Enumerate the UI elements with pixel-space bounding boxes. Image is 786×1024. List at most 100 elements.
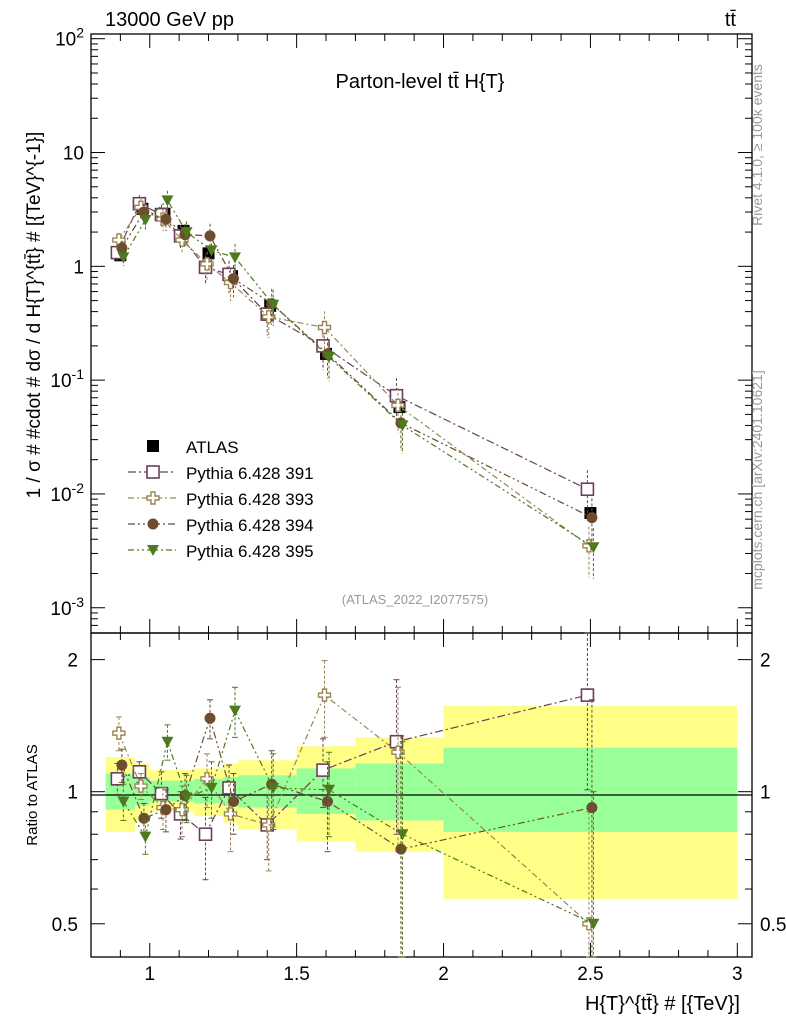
ratio-tick-label-left: 0.5 [52, 915, 78, 936]
legend-marker [146, 465, 160, 479]
ratio-data-point [317, 688, 332, 702]
ratio-data-point [262, 818, 276, 832]
main-data-point [139, 215, 152, 227]
rivet-label: Rivet 4.1.0, ≥ 100k events [749, 64, 765, 226]
ratio-series-line [117, 694, 588, 836]
ratio-data-point [110, 772, 125, 786]
legend-label-atlas: ATLAS [186, 438, 239, 457]
legend: ATLAS Pythia 6.428 391 Pythia 6.428 393 Pyt… [128, 438, 314, 561]
ratio-tick-label-right: 1 [760, 783, 771, 804]
main-series-line [122, 199, 594, 548]
ratio-series-line [121, 716, 593, 850]
main-data-point [205, 245, 218, 257]
legend-label: Pythia 6.428 395 [186, 542, 314, 561]
main-data-point [200, 257, 214, 271]
ratio-data-point [138, 812, 150, 824]
analysis-tag: (ATLAS_2022_I2077575) [342, 592, 488, 607]
ratio-data-point [161, 736, 174, 748]
ratio-data-point [228, 795, 240, 807]
legend-label: Pythia 6.428 391 [186, 464, 314, 483]
ratio-data-point [223, 807, 238, 821]
x-tick-label: 3 [732, 964, 743, 985]
y-tick-label: 10-2 [50, 480, 84, 506]
main-data-point [262, 310, 276, 324]
ratio-data-point [175, 802, 189, 817]
legend-marker [147, 518, 159, 530]
ratio-data-point [112, 726, 126, 740]
x-axis-label: H{T}^{tt̄} # [{TeV}] [585, 993, 740, 1015]
ratio-data-point [198, 827, 213, 842]
ratio-data-point [229, 705, 242, 717]
main-data-point [228, 273, 240, 285]
ratio-axis-label: Ratio to ATLAS [24, 744, 41, 845]
x-tick-label: 1 [144, 964, 155, 985]
x-tick-label: 2.5 [577, 964, 603, 985]
main-data-point [160, 213, 172, 225]
main-data-point [586, 512, 598, 524]
main-data-point [117, 252, 130, 264]
main-data-point [317, 320, 332, 335]
ratio-data-point [267, 782, 280, 794]
main-series-line [116, 202, 588, 490]
y-tick-label: 10-3 [50, 594, 84, 620]
plot-title: Parton-level tt̄ H{T} [336, 71, 505, 93]
main-data-point [267, 299, 280, 311]
ratio-data-point [323, 784, 336, 796]
series-3 [116, 203, 598, 958]
axes-ticks: 1 1.5 2 2.5 3 10-3 10-2 10-1 1 10 102 0.5 0.5 1 1 2 2 [50, 25, 786, 985]
ratio-data-point [116, 759, 128, 771]
ratio-data-point [587, 918, 600, 930]
main-data-point [396, 420, 409, 432]
header-right: tt̄ [725, 9, 737, 31]
ratio-data-point [139, 831, 152, 843]
legend-marker [147, 545, 159, 556]
ratio-data-point [395, 843, 407, 855]
ratio-data-point [322, 795, 334, 807]
ratio-tick-label-left: 2 [67, 651, 78, 672]
main-data-point [138, 206, 150, 218]
main-data-point [391, 398, 405, 413]
ratio-data-point [586, 802, 598, 814]
ratio-data-point [391, 745, 405, 759]
ratio-data-point [396, 829, 409, 841]
main-data-point [204, 230, 216, 242]
ratio-data-point [160, 804, 172, 816]
ratio-tick-label-left: 1 [67, 783, 78, 804]
legend-marker [146, 491, 160, 505]
legend-marker-atlas [147, 440, 159, 452]
ratio-data-point [205, 782, 218, 794]
main-data-point [229, 252, 242, 264]
main-data-point [180, 227, 193, 239]
ratio-tick-label-right: 2 [760, 651, 771, 672]
series-4 [117, 190, 600, 958]
ratio-series-line [122, 709, 594, 925]
ratio-tick-label-right: 0.5 [760, 915, 786, 936]
main-data-point [323, 351, 336, 363]
ratio-series-line [118, 694, 590, 925]
ratio-data-point [180, 792, 193, 804]
ratio-data-point [580, 688, 595, 702]
y-tick-label: 10-1 [50, 366, 84, 392]
ratio-uncertainty-bands [105, 705, 738, 899]
stat-uncertainty-band [355, 763, 444, 821]
main-data-point [580, 482, 595, 497]
series-layer [110, 190, 600, 958]
legend-label: Pythia 6.428 393 [186, 490, 314, 509]
main-data-point [116, 242, 128, 254]
y-axis-label: 1 / σ # #cdot # dσ / d H{T}^{tt̄} # [{Te… [24, 132, 45, 499]
ratio-data-point [117, 796, 130, 808]
x-tick-label: 1.5 [283, 964, 309, 985]
y-tick-label: 102 [55, 25, 84, 51]
main-data-point [161, 195, 174, 207]
main-data-point [587, 542, 600, 554]
header-left: 13000 GeV pp [105, 9, 234, 31]
y-tick-label: 1 [73, 257, 84, 278]
ratio-data-point [134, 779, 148, 793]
mcplots-label: mcplots.cern.ch [arXiv:2401.10621] [749, 370, 765, 589]
y-tick-label: 10 [63, 144, 84, 165]
ratio-data-point [204, 712, 216, 724]
legend-label: Pythia 6.428 394 [186, 516, 314, 535]
x-tick-label: 2 [438, 964, 449, 985]
main-series-line [118, 206, 590, 547]
